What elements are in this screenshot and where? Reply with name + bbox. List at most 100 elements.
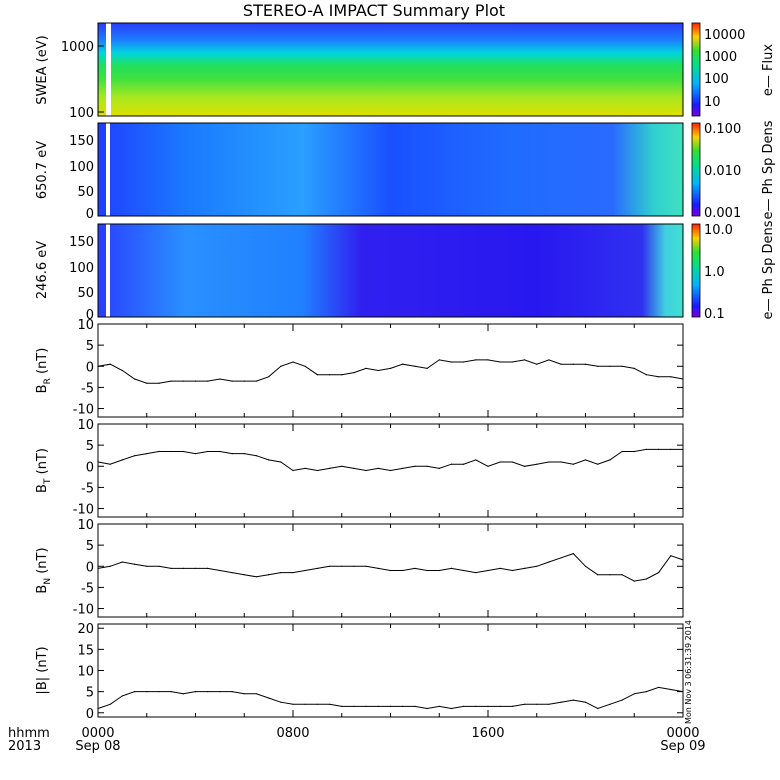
corner-label-hhmm: hhmm bbox=[8, 726, 50, 741]
bn-data-point bbox=[426, 569, 428, 572]
bmag-data-point bbox=[438, 705, 440, 708]
br-data-point bbox=[402, 363, 404, 365]
bt-data-point bbox=[536, 463, 538, 465]
bmag-data-point bbox=[316, 703, 318, 705]
br-ylabel: BR (nT) bbox=[35, 348, 53, 394]
bn-data-point bbox=[377, 567, 379, 570]
bt-data-point bbox=[134, 455, 136, 457]
bmag-data-point bbox=[597, 707, 599, 710]
bt-data-point bbox=[194, 453, 197, 455]
br-data-point bbox=[316, 374, 318, 376]
bn-ylabel: BN (nT) bbox=[35, 547, 53, 593]
bt-data-point bbox=[182, 450, 184, 453]
br-data-point bbox=[682, 378, 684, 380]
swea-cbar-tick-100: 100 bbox=[704, 72, 729, 87]
br-data-point bbox=[109, 363, 111, 365]
br-data-point bbox=[365, 367, 367, 369]
pad-650-ytick-150: 150 bbox=[69, 134, 94, 149]
bt-data-point bbox=[389, 469, 392, 472]
swea-panel: 1000 100 SWEA (eV) 10000 1000 100 10 e— … bbox=[35, 22, 776, 121]
pad-650-colorbar bbox=[691, 122, 701, 217]
bt-data-point bbox=[207, 450, 209, 453]
bmag-data-point bbox=[511, 705, 513, 708]
bn-data-point bbox=[572, 553, 574, 555]
br-data-point bbox=[170, 380, 172, 382]
pad-246-ytick-100: 100 bbox=[69, 261, 94, 276]
br-data-point bbox=[560, 363, 562, 365]
br-data-point bbox=[341, 374, 343, 376]
bt-data-point bbox=[511, 461, 513, 463]
br-ytick-label: -10 bbox=[73, 403, 94, 418]
bn-data-point bbox=[560, 557, 562, 559]
bn-data-point bbox=[182, 567, 184, 570]
bmag-panel: 20 15 10 5 0 |B| (nT) bbox=[35, 622, 684, 722]
bmag-data-point bbox=[475, 705, 477, 708]
br-data-point bbox=[621, 365, 623, 367]
br-data-point bbox=[231, 380, 233, 382]
bn-data-point bbox=[158, 565, 160, 567]
bmag-data-point bbox=[365, 705, 367, 708]
br-data-point bbox=[609, 365, 611, 367]
pad-246-data-gap bbox=[106, 224, 110, 317]
bt-data-point bbox=[170, 450, 172, 453]
bmag-data-point bbox=[207, 691, 209, 693]
swea-ylabel: SWEA (eV) bbox=[35, 35, 50, 104]
br-data-point bbox=[146, 382, 148, 384]
bn-data-point bbox=[524, 567, 526, 570]
bt-data-point bbox=[268, 459, 270, 461]
bmag-data-point bbox=[548, 703, 550, 705]
xtick-date-label: Sep 08 bbox=[75, 739, 120, 754]
pad-650-spectrogram bbox=[98, 123, 683, 216]
br-ytick-label: 0 bbox=[86, 360, 94, 375]
bt-data-point bbox=[524, 465, 526, 467]
bt-data-point bbox=[109, 463, 111, 465]
bt-data-point bbox=[609, 459, 611, 461]
bmag-data-point bbox=[231, 691, 233, 693]
bt-ytick-label: -5 bbox=[81, 481, 94, 496]
swea-spectrogram bbox=[98, 23, 683, 116]
bmag-data-point bbox=[134, 691, 136, 693]
br-data-point bbox=[97, 365, 99, 367]
bmag-data-point bbox=[243, 693, 245, 695]
br-data-point bbox=[377, 369, 379, 372]
bmag-data-point bbox=[560, 701, 562, 703]
bn-data-point bbox=[134, 563, 136, 565]
br-data-point bbox=[584, 363, 587, 365]
bt-data-point bbox=[316, 469, 318, 472]
br-data-point bbox=[438, 359, 440, 361]
bmag-ytick-label: 20 bbox=[77, 622, 94, 637]
bmag-data-point bbox=[329, 703, 331, 705]
bmag-ytick-label: 5 bbox=[86, 686, 94, 701]
bmag-data-point bbox=[377, 705, 379, 708]
bmag-data-point bbox=[353, 705, 355, 708]
bt-data-point bbox=[670, 448, 672, 450]
pad-650-ylabel: 650.7 eV bbox=[35, 141, 50, 199]
xtick-time-label: 1600 bbox=[471, 726, 504, 741]
pad-246-cbar-tick-10.0: 10.0 bbox=[704, 223, 733, 238]
corner-label-year: 2013 bbox=[8, 739, 41, 754]
br-ytick-label: 10 bbox=[77, 318, 94, 333]
pad-246-ytick-50: 50 bbox=[77, 286, 94, 301]
bn-data-point bbox=[207, 567, 209, 570]
bt-data-point bbox=[255, 455, 257, 457]
br-data-point bbox=[670, 376, 672, 378]
bt-data-point bbox=[280, 461, 282, 463]
bmag-data-point bbox=[609, 703, 611, 705]
br-data-point bbox=[572, 363, 574, 365]
br-data-point bbox=[268, 376, 270, 378]
bt-data-point bbox=[304, 467, 306, 469]
bt-data-point bbox=[377, 467, 379, 469]
bn-data-point bbox=[194, 567, 197, 570]
pad-650-ytick-50: 50 bbox=[77, 185, 94, 200]
bt-data-point bbox=[645, 448, 648, 450]
bt-data-point bbox=[463, 463, 465, 465]
br-data-point bbox=[280, 365, 282, 367]
bt-data-point bbox=[231, 453, 233, 455]
bn-ytick-label: 0 bbox=[86, 560, 94, 575]
br-data-point bbox=[292, 361, 294, 363]
bt-data-point bbox=[560, 461, 562, 463]
bmag-ylabel: |B| (nT) bbox=[35, 646, 50, 694]
br-data-point bbox=[329, 374, 331, 376]
